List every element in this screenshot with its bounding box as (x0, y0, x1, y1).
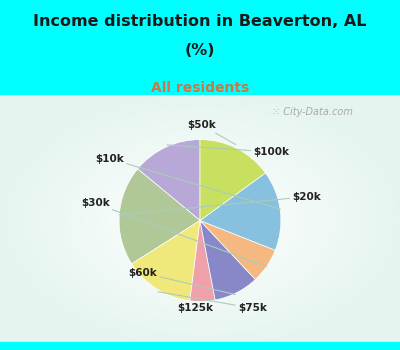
Wedge shape (200, 220, 275, 280)
Bar (0, 342, 400, 350)
Wedge shape (200, 173, 281, 250)
Text: $60k: $60k (128, 268, 235, 294)
Wedge shape (200, 220, 255, 300)
Wedge shape (119, 169, 200, 264)
Text: All residents: All residents (151, 81, 249, 95)
Text: $10k: $10k (95, 154, 280, 209)
Text: $20k: $20k (119, 192, 321, 215)
Text: $30k: $30k (81, 198, 267, 267)
Text: ⁙ City-Data.com: ⁙ City-Data.com (272, 107, 352, 117)
Wedge shape (132, 220, 200, 301)
Text: (%): (%) (185, 43, 215, 58)
Text: $50k: $50k (188, 120, 236, 145)
Text: $100k: $100k (167, 145, 290, 157)
Text: $75k: $75k (158, 292, 267, 313)
Wedge shape (138, 140, 200, 220)
Text: Income distribution in Beaverton, AL: Income distribution in Beaverton, AL (33, 14, 367, 29)
Wedge shape (200, 140, 266, 220)
Text: $125k: $125k (177, 303, 213, 313)
Wedge shape (190, 220, 215, 301)
